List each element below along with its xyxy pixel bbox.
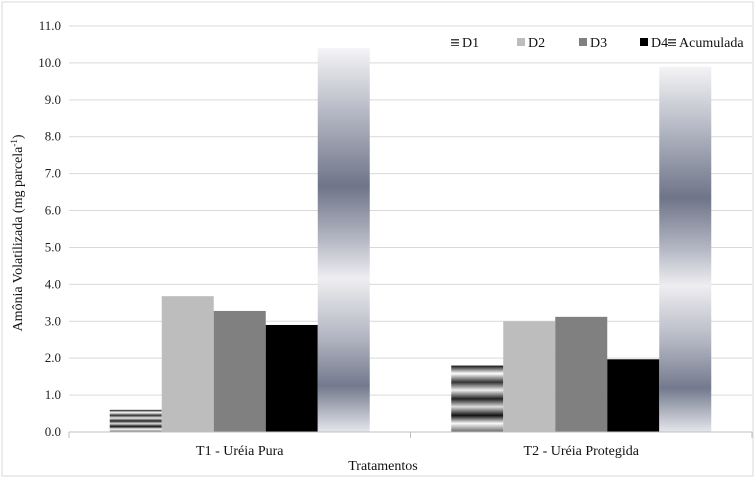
y-axis-title: Amônia Volatilizada (mg parcela-1) bbox=[9, 134, 26, 331]
legend-label-d1: D1 bbox=[462, 36, 479, 51]
x-category-label: T1 - Uréia Pura bbox=[196, 444, 284, 459]
legend-label-d4: D4 bbox=[651, 36, 668, 51]
x-category-label: T2 - Uréia Protegida bbox=[524, 444, 640, 459]
bar-d4-1 bbox=[265, 324, 318, 432]
legend: D1 D2 D3 D4 Acumulada bbox=[451, 36, 744, 51]
legend-label-d2: D2 bbox=[528, 36, 545, 51]
y-tick-label: 2.0 bbox=[45, 350, 61, 365]
y-tick-label: 0.0 bbox=[45, 424, 61, 439]
legend-label-acumulada: Acumulada bbox=[679, 36, 744, 51]
y-tick-label: 7.0 bbox=[45, 166, 61, 181]
bar-d3-1 bbox=[213, 310, 266, 432]
y-tick-label: 10.0 bbox=[38, 55, 61, 70]
bar-d2-2 bbox=[503, 321, 556, 432]
y-tick-label: 3.0 bbox=[45, 313, 61, 328]
y-tick-labels: 0.0 1.0 2.0 3.0 4.0 5.0 6.0 7.0 8.0 9.0 10.0 11.0 bbox=[38, 18, 61, 439]
bar-d1-1 bbox=[109, 409, 162, 432]
legend-swatch-d1 bbox=[451, 38, 459, 46]
legend-swatch-d4 bbox=[640, 38, 648, 46]
y-tick-label: 4.0 bbox=[45, 276, 61, 291]
y-tick-label: 5.0 bbox=[45, 239, 61, 254]
legend-swatch-acumulada bbox=[668, 38, 676, 46]
bars bbox=[109, 48, 712, 433]
bar-acumulada-1 bbox=[317, 48, 370, 433]
y-tick-label: 1.0 bbox=[45, 387, 61, 402]
legend-label-d3: D3 bbox=[590, 36, 607, 51]
legend-swatch-d2 bbox=[517, 38, 525, 46]
legend-swatch-d3 bbox=[579, 38, 587, 46]
y-tick-label: 8.0 bbox=[45, 129, 61, 144]
bar-d3-2 bbox=[555, 316, 608, 432]
bar-acumulada-2 bbox=[659, 66, 712, 432]
bar-d2-1 bbox=[161, 296, 214, 432]
y-tick-label: 6.0 bbox=[45, 203, 61, 218]
y-tick-label: 9.0 bbox=[45, 92, 61, 107]
bar-d1-2 bbox=[451, 365, 504, 432]
y-tick-label: 11.0 bbox=[39, 18, 61, 33]
x-axis: T1 - Uréia Pura T2 - Uréia Protegida bbox=[68, 431, 753, 459]
x-axis-title: Tratamentos bbox=[348, 459, 417, 474]
bar-d4-2 bbox=[607, 359, 660, 432]
